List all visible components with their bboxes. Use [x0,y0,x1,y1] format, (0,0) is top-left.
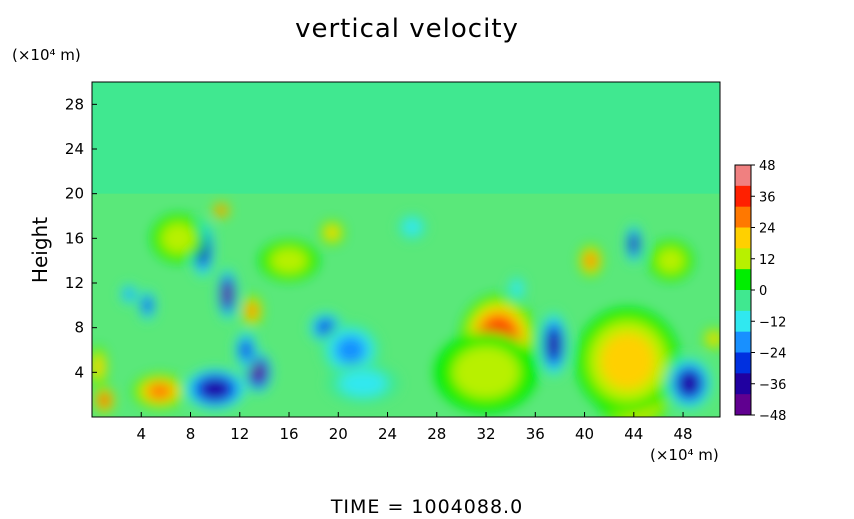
plot-area [92,82,720,417]
field-feature-2 [147,383,173,400]
x-tick-label-48: 48 [674,425,693,443]
field-feature-7 [201,379,229,399]
x-tick-label-20: 20 [329,425,348,443]
x-tick-label-32: 32 [476,425,495,443]
field-feature-6 [223,283,232,306]
colorbar-segment-1 [735,185,751,208]
colorbar-segment-5 [735,269,751,291]
field-feature-14 [334,335,367,365]
y-tick-label-12: 12 [65,274,84,292]
field-feature-1 [93,356,103,378]
colorbar-segment-3 [735,227,751,249]
y-tick-label-4: 4 [74,363,84,381]
x-tick-label-4: 4 [136,425,146,443]
colorbar-segment-9 [735,352,751,374]
x-tick-label-36: 36 [526,425,545,443]
colorbar: 48 36 24 12 0 −12 −24 −36 −48 [734,159,786,424]
colorbar-segment-11 [735,394,751,416]
x-tick-label-44: 44 [624,425,643,443]
field-feature-12 [325,226,339,240]
colorbar-tick-label-7: −36 [759,378,786,393]
x-axis-unit: (×10⁴ m) [650,446,719,464]
y-tick-label-24: 24 [65,140,84,158]
field-feature-10 [247,303,257,319]
field-feature-8 [252,363,264,382]
colorbar-tick-label-0: 48 [759,159,776,174]
plot-frame [91,81,721,418]
colorbar-segment-6 [735,290,751,312]
colorbar-tick-label-2: 24 [759,222,776,237]
field-feature-4 [124,288,134,300]
field-feature-26 [402,218,422,236]
field-feature-17 [452,346,520,399]
field-feature-20 [585,253,597,269]
colorbar-segment-0 [735,165,751,187]
colorbar-tick-label-4: 0 [759,284,767,299]
field-feature-0 [99,394,109,407]
colorbar-tick-label-1: 36 [759,190,776,205]
field-feature-28 [656,247,686,274]
y-axis-unit: (×10⁴ m) [12,46,81,64]
chart-title: vertical velocity [295,14,519,44]
field-feature-25 [708,333,720,345]
y-tick-label-20: 20 [65,185,84,203]
field-feature-23 [629,235,638,253]
field-feature-9 [240,340,252,360]
colorbar-tick-label-8: −48 [759,409,786,424]
field-feature-18 [511,279,523,298]
field-features [92,202,720,417]
x-tick-label-12: 12 [230,425,249,443]
colorbar-segment-2 [735,206,751,228]
time-footer: TIME = 1004088.0 [330,496,524,518]
field-feature-24 [678,371,700,396]
field-feature-29 [161,222,196,254]
colorbar-segment-4 [735,248,751,270]
colorbar-segment-7 [735,310,751,333]
y-tick-label-16: 16 [65,229,84,247]
x-tick-label-8: 8 [186,425,196,443]
field-feature-19 [547,329,561,359]
field-feature-22 [600,332,655,390]
x-tick-label-40: 40 [575,425,594,443]
y-tick-label-28: 28 [65,95,84,113]
field-feature-15 [339,370,387,397]
x-tick-label-16: 16 [279,425,298,443]
colorbar-tick-label-5: −12 [759,315,786,330]
y-tick-label-8: 8 [74,319,84,337]
colorbar-segment-8 [735,331,751,353]
x-tick-label-24: 24 [378,425,397,443]
x-tick-label-28: 28 [427,425,446,443]
field-feature-3 [143,297,152,313]
colorbar-tick-label-3: 12 [759,253,776,268]
colorbar-tick-label-6: −24 [759,347,786,362]
field-blur-layer [92,202,720,417]
colorbar-segment-10 [735,373,751,395]
field-feature-27 [269,247,309,274]
field-feature-11 [217,206,226,214]
